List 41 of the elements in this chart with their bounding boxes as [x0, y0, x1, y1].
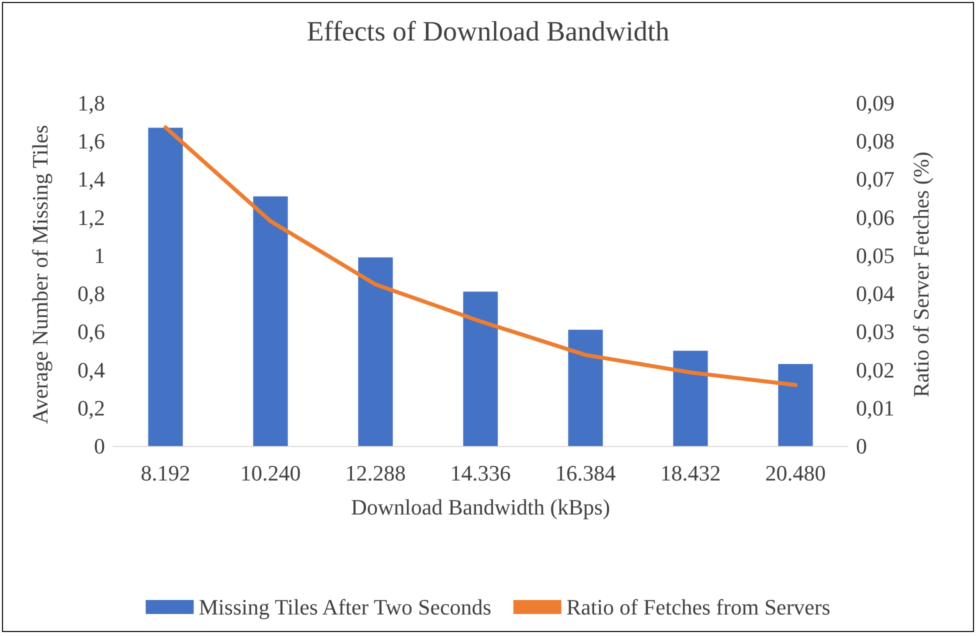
y-tick-label: 0 — [94, 434, 105, 458]
x-tick-label: 16.384 — [555, 460, 616, 486]
y-tick-label: 1,2 — [78, 204, 105, 230]
bar — [148, 128, 183, 446]
y-tick-label: 1,6 — [78, 128, 105, 154]
y-tick-label: 1,8 — [78, 90, 105, 116]
y-tick-label: 0,6 — [78, 319, 105, 344]
bar — [568, 330, 603, 446]
bar — [358, 257, 393, 446]
y2-tick-label: 0,03 — [856, 319, 894, 344]
bar — [253, 196, 288, 446]
y2-tick-label: 0,02 — [856, 357, 894, 382]
x-tick-label: 18.432 — [660, 460, 721, 486]
bar — [463, 292, 498, 446]
y-tick-label: 0,2 — [78, 395, 105, 420]
y-tick-label: 0,8 — [78, 281, 105, 306]
legend-label: Missing Tiles After Two Seconds — [198, 594, 492, 620]
y2-tick-label: 0,09 — [856, 90, 894, 116]
y2-tick-label: 0,06 — [856, 204, 894, 230]
legend-label: Ratio of Fetches from Servers — [566, 594, 830, 620]
y2-tick-label: 0,05 — [856, 242, 894, 268]
y-tick-label: 1,4 — [78, 166, 105, 192]
y2-axis-title: Ratio of Server Fetches (%) — [908, 152, 934, 398]
y2-tick-label: 0 — [856, 434, 867, 458]
bar — [673, 350, 708, 446]
x-tick-label: 8.192 — [140, 460, 190, 486]
x-tick-label: 12.288 — [345, 460, 406, 486]
x-tick-label: 14.336 — [450, 460, 511, 486]
y2-tick-label: 0,01 — [856, 395, 894, 420]
y2-tick-label: 0,07 — [856, 166, 894, 192]
y2-tick-label: 0,08 — [856, 128, 894, 154]
y-axis-title: Average Number of Missing Tiles — [28, 124, 52, 424]
line-series — [164, 125, 798, 388]
x-axis-title: Download Bandwidth (kBps) — [350, 494, 610, 520]
y-tick-label: 0,4 — [78, 357, 105, 382]
x-tick-label: 10.240 — [240, 460, 301, 486]
y2-tick-label: 0,04 — [856, 281, 894, 306]
x-tick-label: 20.480 — [765, 460, 826, 486]
chart-title: Effects of Download Bandwidth — [306, 16, 670, 48]
y-tick-label: 1 — [94, 242, 105, 268]
bar — [778, 364, 813, 446]
